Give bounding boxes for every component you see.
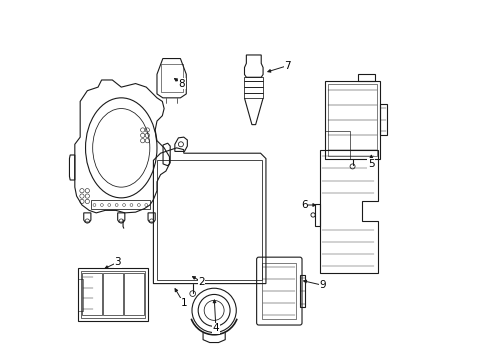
Text: 1: 1	[180, 298, 187, 308]
Bar	[81, 271, 145, 318]
Bar	[314, 204, 319, 226]
Bar	[157, 160, 262, 280]
Bar	[324, 131, 349, 158]
Bar	[124, 273, 143, 315]
Text: 4: 4	[212, 323, 219, 333]
Bar	[244, 81, 263, 87]
Text: 3: 3	[114, 257, 121, 267]
Bar	[357, 74, 374, 81]
Bar	[299, 275, 304, 307]
Text: 9: 9	[319, 280, 325, 291]
Bar	[324, 81, 380, 158]
Bar	[244, 77, 263, 81]
Bar	[78, 279, 82, 311]
Bar	[262, 263, 296, 319]
Text: 5: 5	[367, 159, 374, 169]
Bar	[327, 84, 377, 156]
Text: 2: 2	[198, 277, 204, 287]
Bar	[244, 87, 263, 93]
Bar	[82, 273, 102, 315]
Bar	[103, 273, 122, 315]
Text: 7: 7	[284, 61, 290, 71]
Bar	[160, 64, 183, 93]
Text: 8: 8	[178, 78, 185, 89]
Bar	[244, 93, 263, 98]
Text: 6: 6	[301, 200, 307, 210]
Bar	[380, 104, 386, 135]
Bar	[91, 201, 149, 209]
